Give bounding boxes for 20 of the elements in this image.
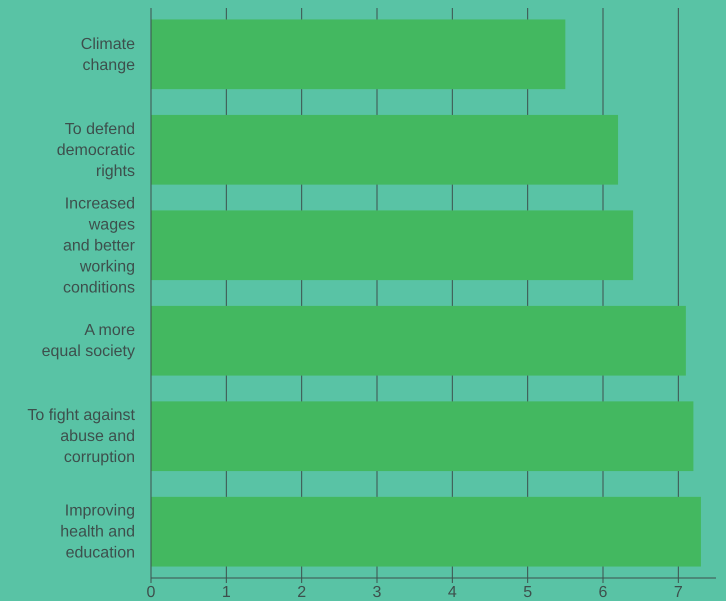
bar <box>151 496 701 567</box>
y-tick-label: To fight against abuse and corruption <box>27 406 136 466</box>
y-tick-label: Climate change <box>80 35 136 74</box>
bar <box>151 210 634 280</box>
bar <box>151 19 566 90</box>
y-tick-label: Increased wages and better working conditions <box>62 194 136 296</box>
x-tick-label: 5 <box>523 584 532 601</box>
bar <box>151 306 686 376</box>
y-tick-label: To defend democratic rights <box>56 120 135 180</box>
x-tick-label: 3 <box>372 584 382 601</box>
x-tick-label: 4 <box>448 584 457 601</box>
y-tick-label: A more equal society <box>42 322 136 360</box>
x-tick-label: 7 <box>674 584 683 601</box>
bar <box>151 401 694 472</box>
bar <box>151 114 618 185</box>
x-tick-label: 2 <box>297 584 306 601</box>
y-tick-label: Improving health and education <box>60 502 135 562</box>
x-tick-label: 0 <box>146 584 156 601</box>
x-tick-label: 1 <box>222 584 231 601</box>
x-tick-label: 6 <box>598 584 608 601</box>
